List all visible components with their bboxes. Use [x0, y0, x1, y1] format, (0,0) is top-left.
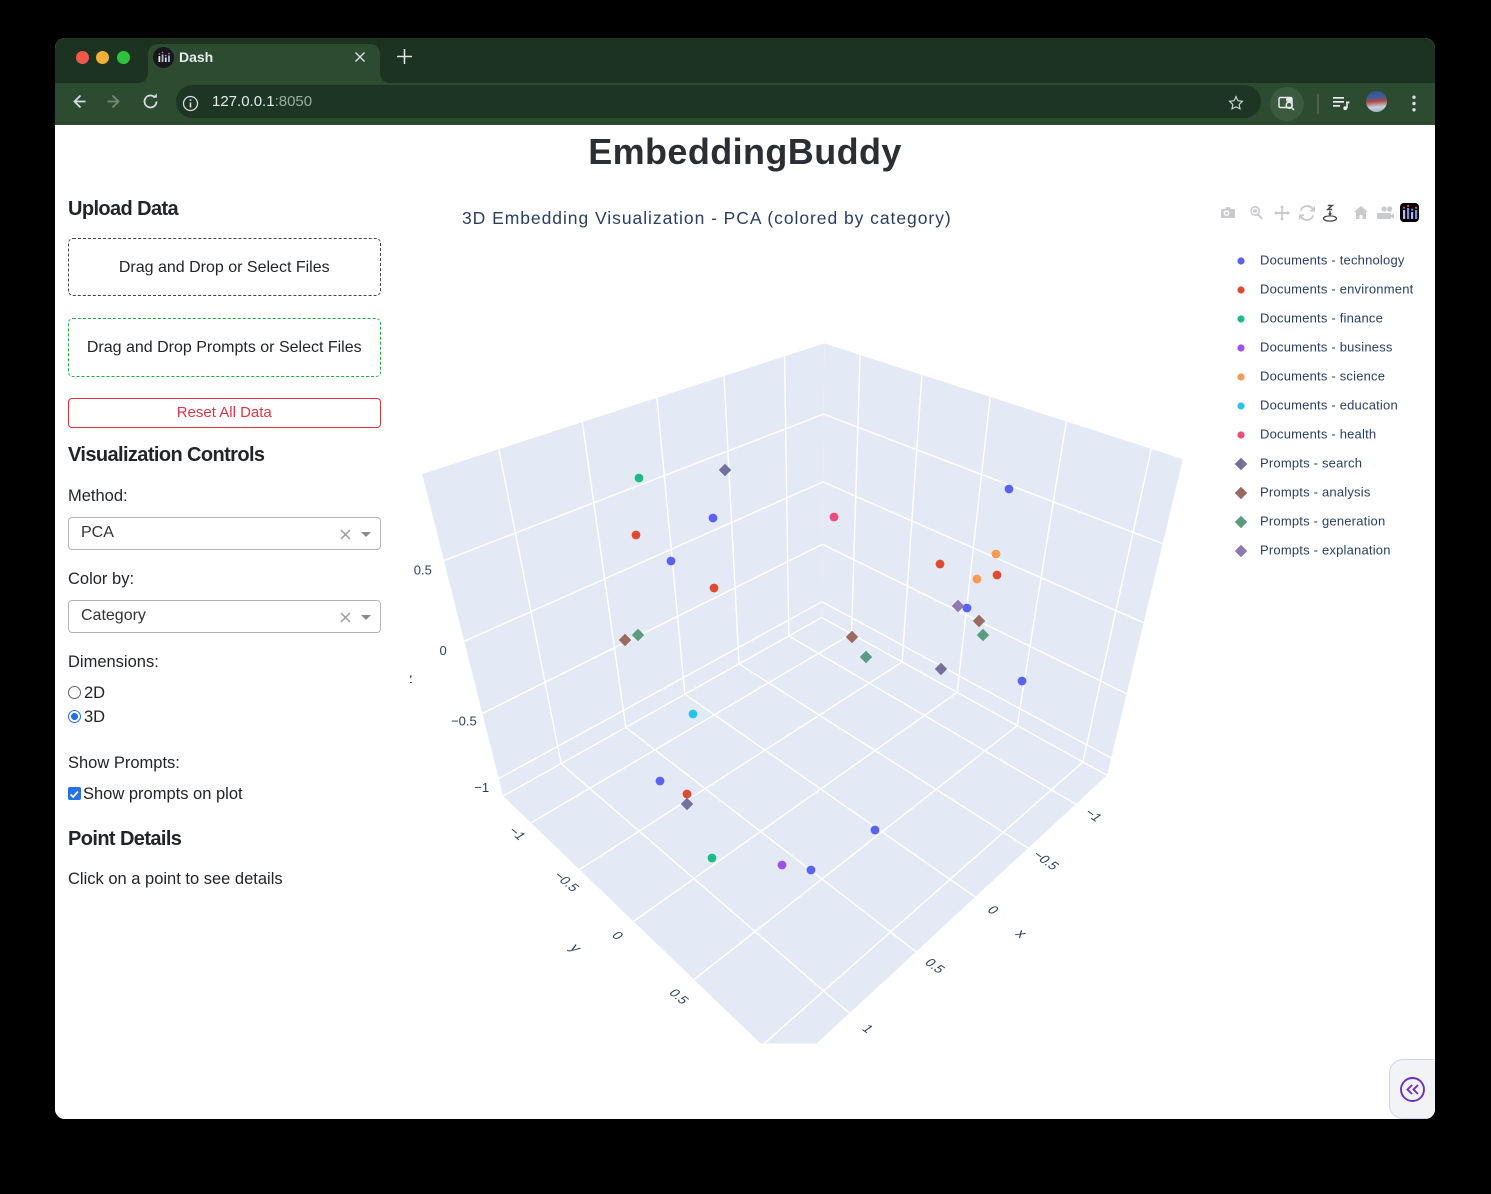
svg-text:Documents - finance: Documents - finance — [1260, 310, 1383, 325]
svg-text:Documents - business: Documents - business — [1260, 339, 1393, 354]
svg-text:Documents - technology: Documents - technology — [1260, 252, 1405, 267]
svg-text:−0.5: −0.5 — [451, 713, 477, 728]
svg-text:Prompts - analysis: Prompts - analysis — [1260, 484, 1371, 499]
svg-text:Documents - environment: Documents - environment — [1260, 281, 1414, 296]
svg-text:−1: −1 — [474, 780, 489, 795]
svg-text:−1: −1 — [505, 825, 529, 843]
svg-text:Prompts - explanation: Prompts - explanation — [1260, 542, 1391, 557]
svg-text:Prompts - generation: Prompts - generation — [1260, 513, 1385, 528]
svg-text:Documents - science: Documents - science — [1260, 368, 1385, 383]
svg-text:0.5: 0.5 — [414, 562, 432, 577]
svg-text:0: 0 — [439, 643, 446, 658]
svg-text:z: z — [410, 670, 413, 686]
svg-text:Documents - health: Documents - health — [1260, 426, 1376, 441]
svg-text:Prompts - search: Prompts - search — [1260, 455, 1362, 470]
svg-text:Documents - education: Documents - education — [1260, 397, 1398, 412]
